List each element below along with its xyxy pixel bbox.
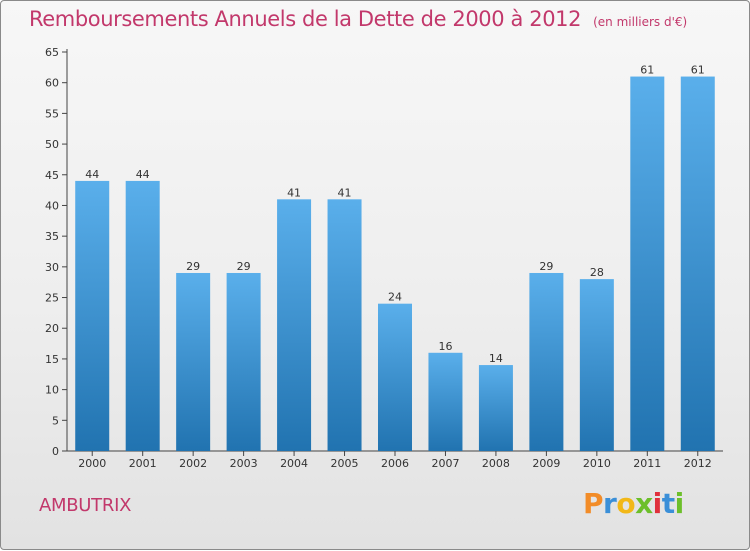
x-tick-label: 2009 — [532, 457, 560, 470]
y-tick-label: 30 — [45, 261, 59, 274]
bar — [428, 352, 463, 451]
y-tick-label: 10 — [45, 384, 59, 397]
data-label: 16 — [438, 340, 452, 353]
y-tick-label: 35 — [45, 230, 59, 243]
data-label: 41 — [287, 186, 301, 199]
x-tick-label: 2004 — [280, 457, 308, 470]
bar — [478, 365, 513, 451]
x-tick-label: 2010 — [583, 457, 611, 470]
bar — [226, 272, 261, 451]
x-tick-label: 2002 — [179, 457, 207, 470]
x-tick-label: 2007 — [431, 457, 459, 470]
data-label: 61 — [640, 64, 654, 77]
logo-letter: i — [674, 487, 685, 520]
x-tick-label: 2008 — [482, 457, 510, 470]
chart-title-text: Remboursements Annuels de la Dette de 20… — [29, 7, 582, 31]
x-tick-label: 2003 — [230, 457, 258, 470]
x-tick-label: 2005 — [331, 457, 359, 470]
data-label: 29 — [237, 260, 251, 273]
data-label: 61 — [691, 64, 705, 77]
data-label: 14 — [489, 352, 503, 365]
logo-letter: P — [583, 487, 604, 520]
chart-subtitle: (en milliers d'€) — [593, 15, 688, 29]
logo-letter: r — [603, 487, 617, 520]
bar — [579, 279, 614, 451]
x-tick-label: 2011 — [633, 457, 661, 470]
commune-name: AMBUTRIX — [39, 495, 132, 516]
y-tick-label: 0 — [52, 445, 59, 458]
logo-letter: o — [616, 487, 636, 520]
y-tick-label: 65 — [45, 46, 59, 59]
bar — [680, 76, 715, 452]
y-tick-label: 55 — [45, 107, 59, 120]
bar — [529, 272, 564, 451]
proxiti-logo: Proxiti — [583, 487, 684, 520]
y-tick-label: 20 — [45, 322, 59, 335]
logo-letter: t — [661, 487, 675, 520]
bar — [630, 76, 665, 452]
x-tick-label: 2001 — [129, 457, 157, 470]
data-label: 24 — [388, 291, 402, 304]
x-tick-label: 2000 — [78, 457, 106, 470]
data-label: 44 — [136, 168, 150, 181]
y-tick-label: 25 — [45, 292, 59, 305]
y-tick-label: 50 — [45, 138, 59, 151]
bar — [378, 303, 412, 451]
bar — [327, 199, 362, 451]
y-tick-label: 45 — [45, 169, 59, 182]
bar — [125, 180, 160, 451]
bar — [75, 180, 110, 451]
logo-letter: i — [652, 487, 663, 520]
x-tick-label: 2012 — [684, 457, 712, 470]
data-label: 29 — [186, 260, 200, 273]
y-tick-label: 40 — [45, 199, 59, 212]
y-tick-label: 15 — [45, 353, 59, 366]
data-label: 41 — [338, 186, 352, 199]
bar — [277, 199, 312, 451]
data-label: 29 — [539, 260, 553, 273]
data-label: 28 — [590, 266, 604, 279]
x-tick-label: 2006 — [381, 457, 409, 470]
logo-letter: x — [635, 487, 653, 520]
chart-title: Remboursements Annuels de la Dette de 20… — [29, 7, 687, 31]
bar — [176, 272, 211, 451]
y-tick-label: 60 — [45, 77, 59, 90]
y-tick-label: 5 — [52, 414, 59, 427]
data-label: 44 — [85, 168, 99, 181]
